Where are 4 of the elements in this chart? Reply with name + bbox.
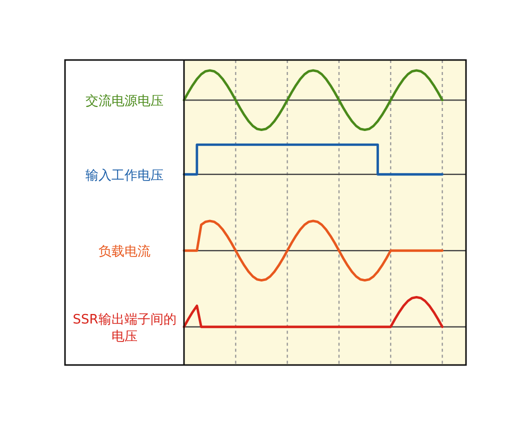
y-axis-title: 交流电源电压 — [86, 93, 164, 110]
y-axis-title: 负载电流 — [98, 244, 150, 260]
y-axis-title: SSR输出端子间的电压 — [72, 312, 176, 344]
y-axis-title: 输入工作电压 — [86, 168, 164, 184]
